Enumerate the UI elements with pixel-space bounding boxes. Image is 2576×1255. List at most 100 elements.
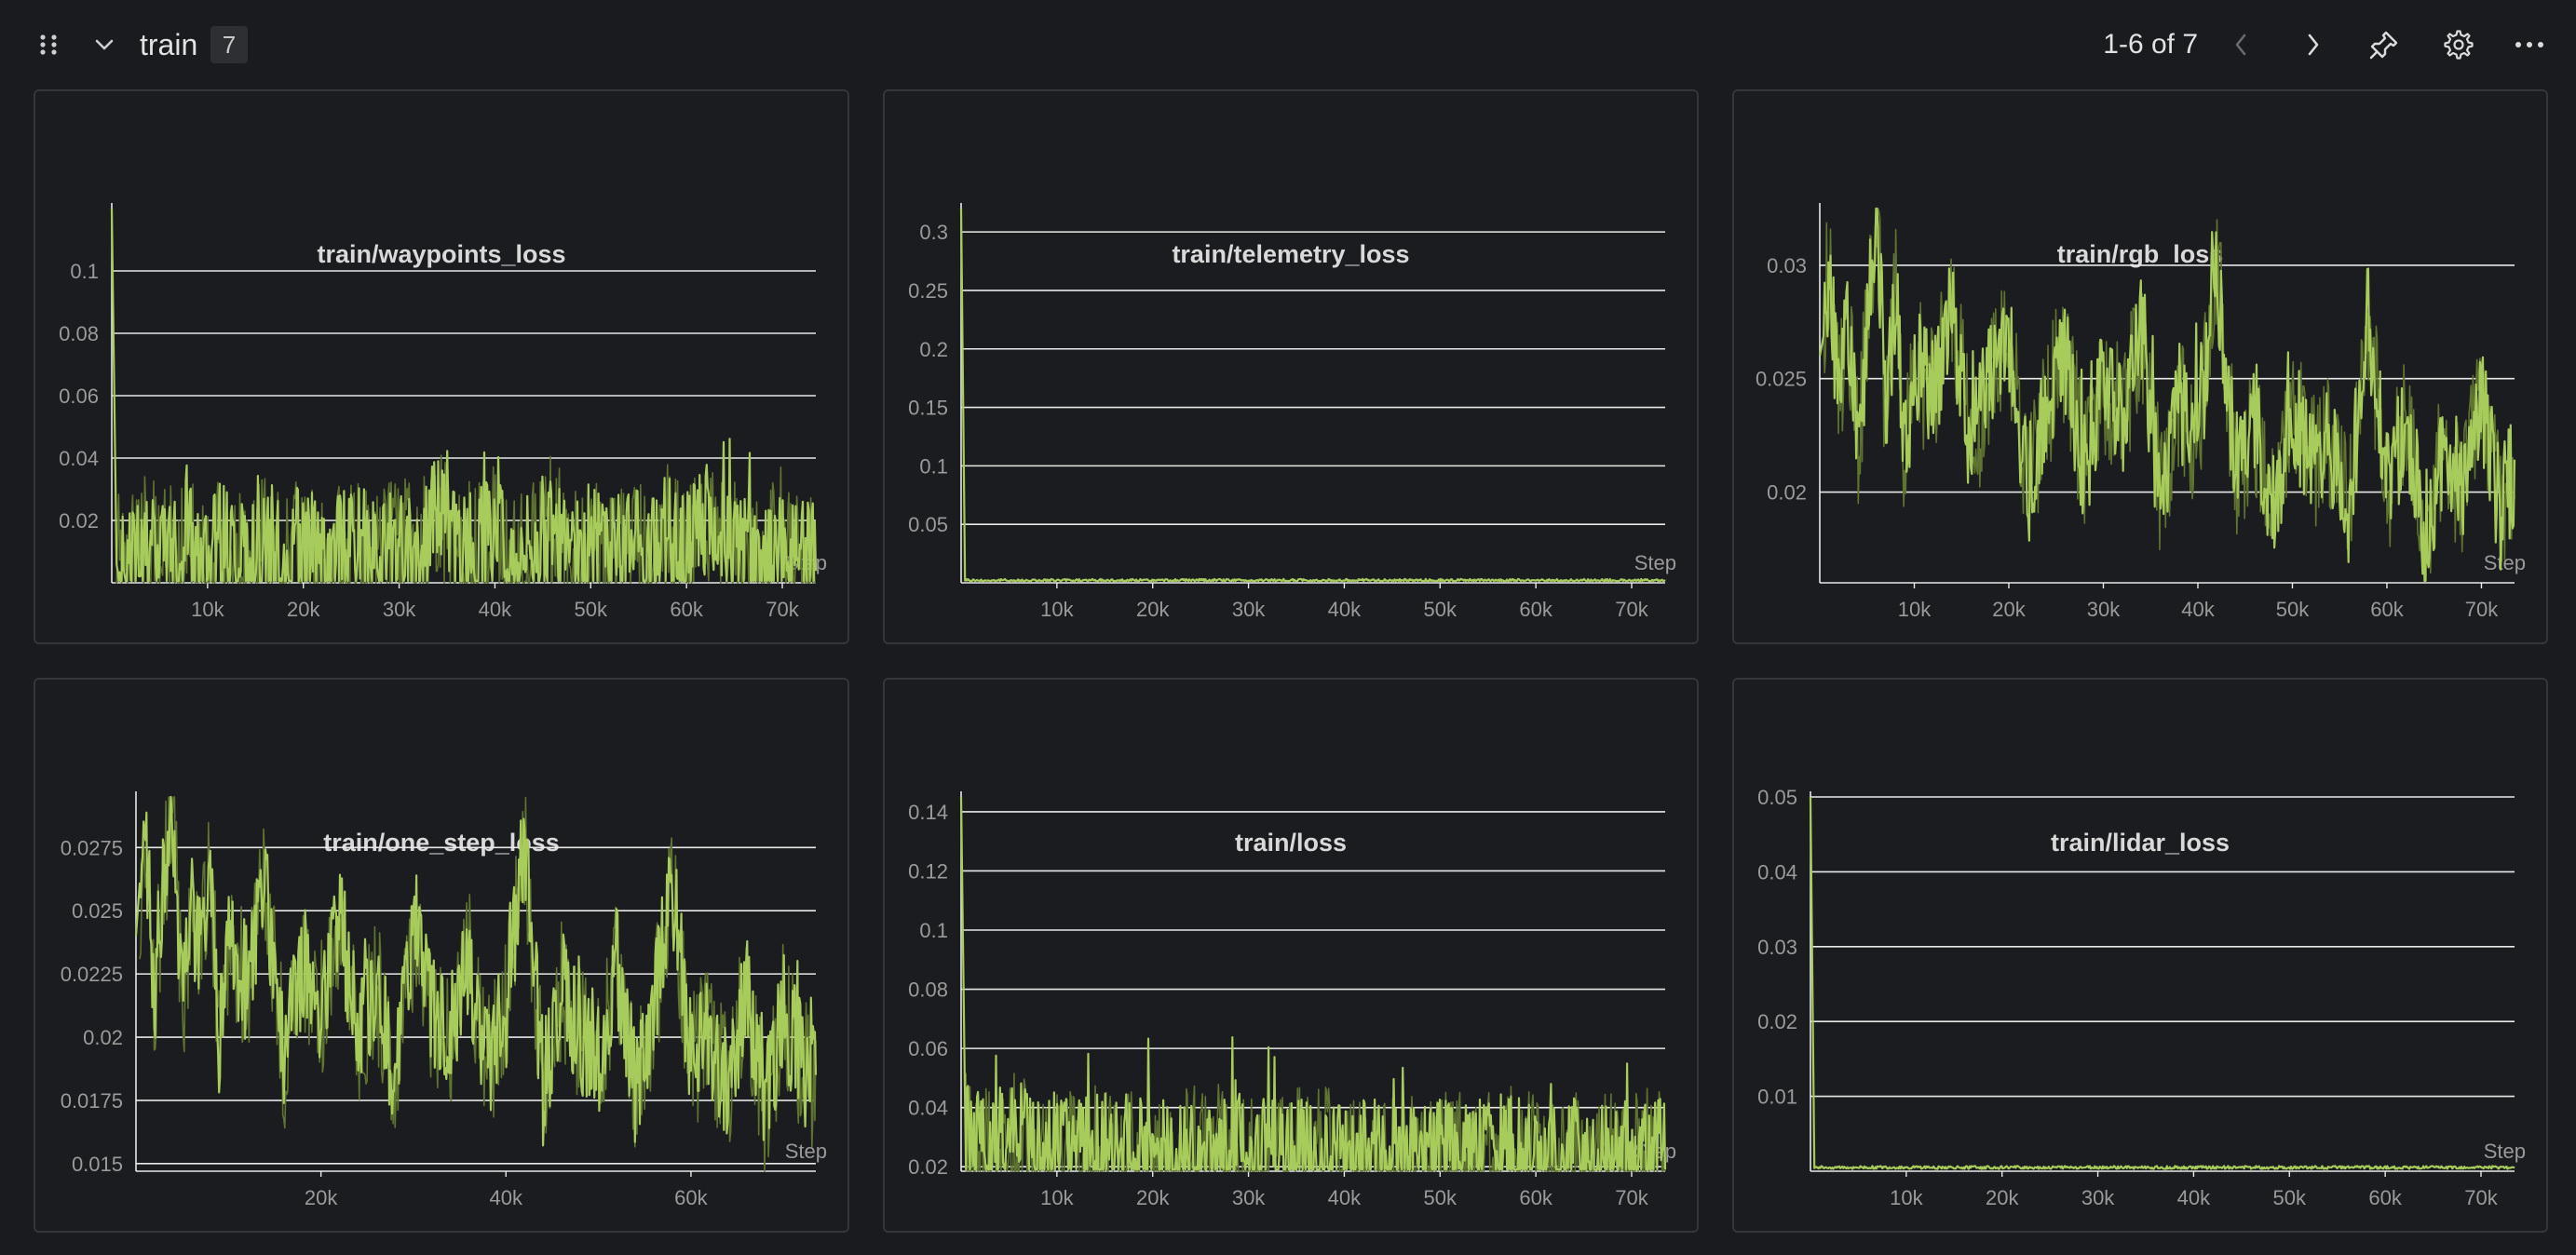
pin-icon: [2369, 31, 2398, 60]
x-tick-label: 70k: [2464, 1186, 2498, 1209]
x-tick-label: 20k: [1136, 1186, 1170, 1209]
x-tick-label: 50k: [1424, 1186, 1457, 1209]
panel-title: train/telemetry_loss: [1172, 240, 1410, 268]
y-tick-label: 0.2: [919, 338, 948, 361]
chevron-left-icon: [2235, 34, 2246, 56]
x-tick-label: 40k: [2177, 1186, 2211, 1209]
x-tick-label: 30k: [383, 598, 416, 621]
x-axis-label: Step: [785, 1140, 827, 1163]
more-horizontal-icon: [2515, 42, 2543, 47]
chart-panel-lidar-loss[interactable]: train/lidar_loss 0.01 0.02 0.03 0.04 0.05 10k…: [1732, 678, 2548, 1233]
y-tick-label: 0.06: [59, 385, 99, 408]
x-axis-label: Step: [2484, 1140, 2526, 1163]
x-tick-label: 10k: [1898, 598, 1932, 621]
panel-count-badge: 7: [210, 26, 248, 63]
y-tick-label: 0.03: [1767, 254, 1807, 277]
panel-title: train/rgb_loss: [2056, 240, 2224, 268]
x-tick-label: 40k: [1328, 1186, 1362, 1209]
x-tick-label: 60k: [2368, 1186, 2402, 1209]
x-tick-label: 10k: [1040, 598, 1074, 621]
x-tick-label: 60k: [670, 598, 703, 621]
x-tick-label: 10k: [191, 598, 224, 621]
y-tick-label: 0.02: [908, 1155, 948, 1179]
y-tick-label: 0.1: [919, 454, 948, 478]
x-tick-label: 30k: [1232, 1186, 1266, 1209]
y-tick-label: 0.02: [1767, 481, 1807, 505]
y-tick-label: 0.04: [908, 1097, 948, 1120]
line-chart: 0.05 0.1 0.15 0.2 0.25 0.3 10k 20k 30k 40k 50k 60k 7…: [908, 203, 1676, 621]
chart-panel-rgb-loss[interactable]: train/rgb_loss 0.02 0.025 0.03 10k 20k 30k 40k…: [1732, 89, 2548, 644]
y-tick-label: 0.15: [908, 397, 948, 420]
x-tick-label: 60k: [1519, 598, 1552, 621]
chart-panel-one-step-loss[interactable]: train/one_step_loss 0.015 0.0175 0.02 0.022…: [34, 678, 849, 1233]
x-tick-label: 30k: [2087, 598, 2121, 621]
y-tick-label: 0.025: [1756, 368, 1807, 391]
chevron-right-icon: [2308, 34, 2319, 56]
x-tick-label: 20k: [1992, 598, 2026, 621]
y-tick-label: 0.05: [908, 513, 948, 536]
more-options-button[interactable]: [2509, 24, 2550, 65]
y-tick-label: 0.02: [1757, 1010, 1797, 1033]
y-tick-label: 0.04: [59, 447, 99, 470]
y-tick-label: 0.06: [908, 1037, 948, 1060]
y-tick-label: 0.03: [1757, 936, 1797, 959]
series-line: [1809, 796, 2515, 1170]
chevron-down-icon: [95, 39, 114, 50]
x-tick-label: 40k: [1328, 598, 1362, 621]
next-page-button[interactable]: [2293, 26, 2334, 63]
x-tick-label: 50k: [2273, 1186, 2307, 1209]
panel-title: train/waypoints_loss: [317, 240, 566, 268]
x-tick-label: 50k: [575, 598, 608, 621]
section-title: train: [140, 27, 198, 61]
x-tick-label: 70k: [1615, 598, 1648, 621]
y-tick-label: 0.08: [59, 322, 99, 345]
x-tick-label: 60k: [2370, 598, 2404, 621]
x-tick-label: 40k: [2181, 598, 2215, 621]
x-tick-label: 60k: [1519, 1186, 1552, 1209]
x-tick-label: 20k: [1986, 1186, 2019, 1209]
y-tick-label: 0.015: [72, 1153, 123, 1176]
y-tick-label: 0.0175: [61, 1089, 123, 1113]
x-tick-label: 10k: [1890, 1186, 1923, 1209]
line-chart: 0.02 0.04 0.06 0.08 0.1 10k 20k 30k 40k 50k 60k 70k…: [59, 203, 827, 621]
gear-icon: [2444, 30, 2474, 60]
chart-panel-loss[interactable]: train/loss 0.02 0.04 0.06 0.08 0.1 0.12 0.14 10…: [883, 678, 1699, 1233]
x-axis-label: Step: [1634, 551, 1676, 574]
line-chart: 0.01 0.02 0.03 0.04 0.05 10k 20k 30k 40k 50k 60k 70…: [1757, 786, 2526, 1209]
y-tick-label: 0.01: [1757, 1086, 1797, 1109]
prev-page-button[interactable]: [2220, 26, 2261, 63]
panel-title: train/lidar_loss: [2050, 829, 2230, 857]
section-header: train 7 1-6 of 7: [0, 0, 2576, 89]
x-tick-label: 70k: [2465, 598, 2499, 621]
y-tick-label: 0.3: [919, 221, 948, 244]
panel-settings-button[interactable]: [2438, 24, 2479, 65]
line-chart: 0.015 0.0175 0.02 0.0225 0.025 0.0275 20k 40k 60…: [61, 791, 827, 1209]
x-tick-label: 70k: [766, 598, 799, 621]
y-tick-label: 0.02: [59, 509, 99, 533]
y-tick-label: 0.05: [1757, 786, 1797, 809]
x-tick-label: 20k: [1136, 598, 1170, 621]
series-raw-line: [964, 1073, 1666, 1172]
y-tick-label: 0.12: [908, 859, 948, 883]
x-tick-label: 30k: [1232, 598, 1266, 621]
drag-handle-icon[interactable]: [32, 26, 65, 63]
y-tick-label: 0.0225: [61, 963, 123, 986]
y-tick-label: 0.025: [72, 899, 123, 923]
line-chart: 0.02 0.04 0.06 0.08 0.1 0.12 0.14 10k 20k 30k 40k 5…: [908, 791, 1676, 1209]
x-tick-label: 10k: [1040, 1186, 1074, 1209]
series-line: [110, 208, 818, 583]
x-tick-label: 50k: [1424, 598, 1457, 621]
series-line: [959, 208, 1666, 583]
x-tick-label: 70k: [1615, 1186, 1648, 1209]
y-tick-label: 0.14: [908, 801, 948, 824]
x-tick-label: 20k: [305, 1186, 338, 1209]
pin-button[interactable]: [2364, 24, 2405, 65]
y-tick-label: 0.0275: [61, 836, 123, 859]
x-tick-label: 60k: [674, 1186, 708, 1209]
y-tick-label: 0.1: [919, 919, 948, 942]
y-tick-label: 0.08: [908, 978, 948, 1002]
chart-panel-telemetry-loss[interactable]: train/telemetry_loss 0.05 0.1 0.15 0.2 0.25 0…: [883, 89, 1699, 644]
y-tick-label: 0.04: [1757, 860, 1797, 884]
collapse-section-button[interactable]: [88, 26, 121, 63]
chart-panel-waypoints-loss[interactable]: train/waypoints_loss 0.02 0.04 0.06 0.08 0.1…: [34, 89, 849, 644]
